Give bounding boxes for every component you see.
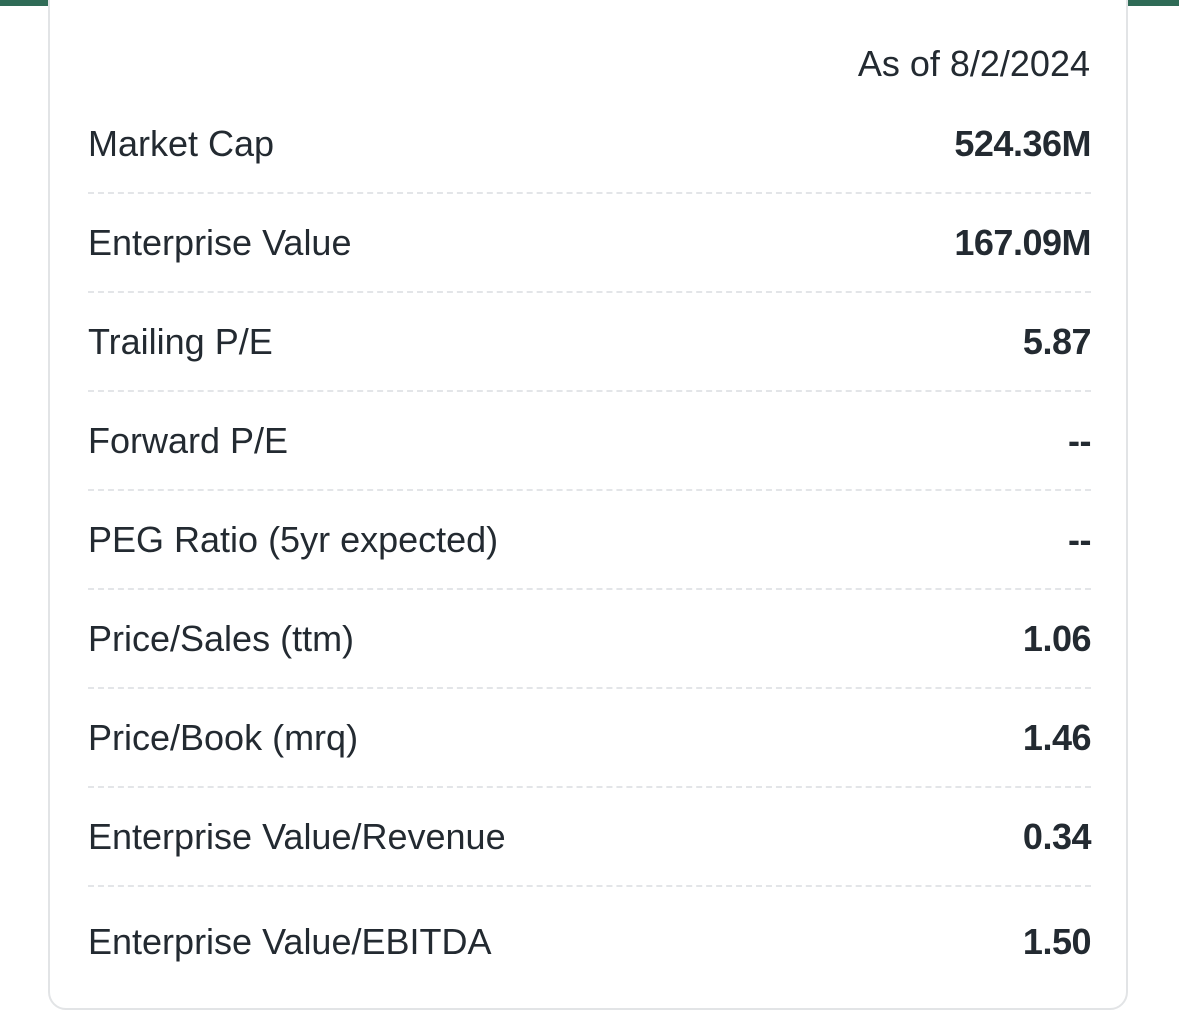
metric-label: Enterprise Value [88,221,352,263]
table-row: Market Cap 524.36M [88,95,1091,194]
metric-label: Price/Book (mrq) [88,716,359,758]
table-row: Price/Book (mrq) 1.46 [88,689,1092,788]
metric-label: Enterprise Value/EBITDA [88,921,492,962]
table-row: Enterprise Value 167.09M [88,194,1091,293]
metric-label: Enterprise Value/Revenue [88,815,506,857]
metric-value: 1.46 [1022,716,1092,758]
table-row: Enterprise Value/Revenue 0.34 [88,788,1092,887]
metric-value: 0.34 [1022,815,1092,857]
table-row: PEG Ratio (5yr expected) -- [88,491,1091,590]
metric-value: -- [1068,419,1091,461]
metric-value: 524.36M [954,122,1091,164]
metric-label: PEG Ratio (5yr expected) [88,518,499,560]
metric-label: Forward P/E [88,419,289,461]
metric-value: 1.50 [1022,921,1092,962]
metric-value: 5.87 [1022,320,1092,362]
table-row: Trailing P/E 5.87 [88,293,1092,392]
metric-value: 1.06 [1022,617,1092,659]
metric-value: 167.09M [954,221,1091,263]
metric-label: Price/Sales (ttm) [88,617,355,659]
table-row: Forward P/E -- [88,392,1091,491]
as-of-date: As of 8/2/2024 [857,43,1090,84]
valuation-card [48,0,1128,1010]
metric-value: -- [1068,518,1091,560]
table-row: Enterprise Value/EBITDA 1.50 [88,887,1092,997]
metric-label: Trailing P/E [88,320,273,362]
table-row: Price/Sales (ttm) 1.06 [88,590,1092,689]
metric-label: Market Cap [88,122,275,164]
